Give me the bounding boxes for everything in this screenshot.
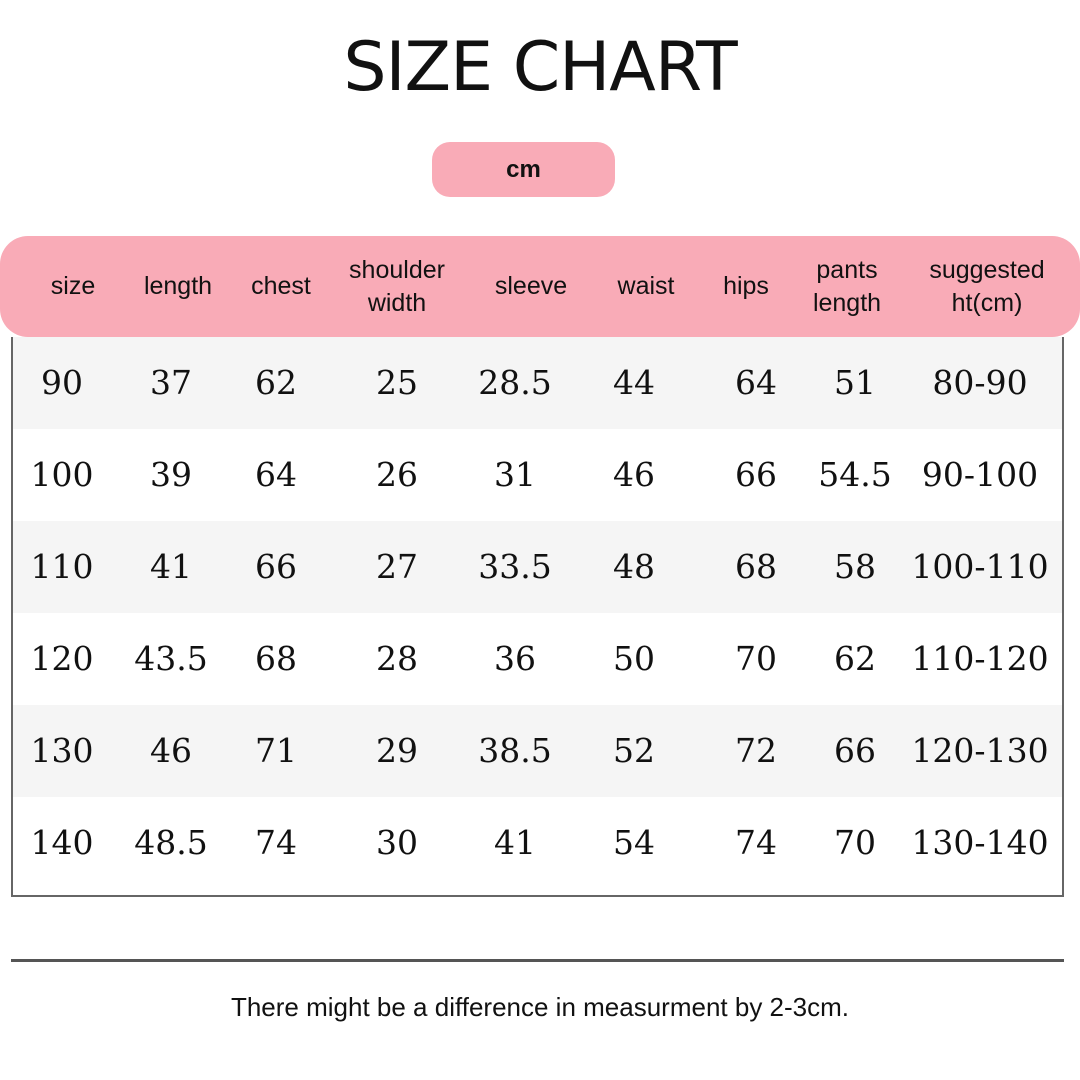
column-header: suggested ht(cm) (929, 255, 1045, 317)
table-cell: 58 (834, 547, 876, 586)
table-cell: 39 (150, 455, 192, 494)
divider (11, 959, 1064, 962)
table-cell: 30 (376, 823, 418, 862)
table-cell: 46 (150, 731, 192, 770)
table-cell: 64 (255, 455, 297, 494)
column-header: pants length (812, 255, 882, 317)
table-cell: 130-140 (911, 823, 1049, 862)
table-cell: 90 (41, 363, 83, 402)
table-cell: 100-110 (911, 547, 1049, 586)
table-cell: 64 (735, 363, 777, 402)
table-cell: 46 (613, 455, 655, 494)
table-cell: 28.5 (478, 363, 552, 402)
table-cell: 38.5 (478, 731, 552, 770)
table-header: size length chest shoulder width sleeve waist… (0, 236, 1080, 337)
column-header: shoulder width (349, 255, 445, 317)
table-row: 130 46 71 29 38.5 52 72 66 120-130 (13, 705, 1062, 797)
table-row: 100 39 64 26 31 46 66 54.5 90-100 (13, 429, 1062, 521)
table-cell: 43.5 (134, 639, 208, 678)
table-cell: 54 (613, 823, 655, 862)
column-header: chest (251, 272, 311, 300)
table-cell: 70 (834, 823, 876, 862)
table-cell: 48 (613, 547, 655, 586)
table-cell: 52 (613, 731, 655, 770)
table-row: 120 43.5 68 28 36 50 70 62 110-120 (13, 613, 1062, 705)
table-cell: 62 (834, 639, 876, 678)
table-cell: 68 (255, 639, 297, 678)
column-header: length (143, 272, 213, 300)
table-cell: 68 (735, 547, 777, 586)
table-cell: 120-130 (911, 731, 1049, 770)
table-cell: 110 (30, 547, 94, 586)
table-cell: 62 (255, 363, 297, 402)
column-header: hips (723, 272, 769, 300)
table-cell: 71 (255, 731, 297, 770)
table-cell: 120 (30, 639, 94, 678)
column-header: size (50, 272, 96, 300)
table-cell: 31 (494, 455, 536, 494)
size-table: 90 37 62 25 28.5 44 64 51 80-90 100 39 64 26 31 46 66 54… (11, 337, 1064, 897)
table-cell: 51 (834, 363, 876, 402)
page-title: SIZE CHART (343, 28, 737, 107)
unit-badge: cm (432, 142, 615, 197)
table-cell: 72 (735, 731, 777, 770)
table-cell: 74 (735, 823, 777, 862)
table-cell: 90-100 (921, 455, 1039, 494)
table-row: 140 48.5 74 30 41 54 74 70 130-140 (13, 797, 1062, 889)
table-cell: 25 (376, 363, 418, 402)
table-cell: 48.5 (134, 823, 208, 862)
table-cell: 26 (376, 455, 418, 494)
table-cell: 140 (30, 823, 94, 862)
table-cell: 37 (150, 363, 192, 402)
table-cell: 66 (255, 547, 297, 586)
table-cell: 33.5 (478, 547, 552, 586)
table-cell: 54.5 (818, 455, 892, 494)
table-cell: 74 (255, 823, 297, 862)
table-cell: 36 (494, 639, 536, 678)
table-cell: 100 (30, 455, 94, 494)
table-cell: 130 (30, 731, 94, 770)
table-cell: 50 (613, 639, 655, 678)
table-cell: 110-120 (911, 639, 1049, 678)
table-cell: 70 (735, 639, 777, 678)
table-row: 90 37 62 25 28.5 44 64 51 80-90 (13, 337, 1062, 429)
table-cell: 28 (376, 639, 418, 678)
table-cell: 29 (376, 731, 418, 770)
table-cell: 66 (834, 731, 876, 770)
column-header: sleeve (494, 272, 568, 300)
table-cell: 44 (613, 363, 655, 402)
measurement-note: There might be a difference in measurmen… (230, 992, 850, 1022)
table-cell: 66 (735, 455, 777, 494)
table-cell: 27 (376, 547, 418, 586)
column-header: waist (617, 272, 675, 300)
table-row: 110 41 66 27 33.5 48 68 58 100-110 (13, 521, 1062, 613)
table-cell: 41 (494, 823, 536, 862)
table-cell: 80-90 (932, 363, 1028, 402)
table-cell: 41 (150, 547, 192, 586)
